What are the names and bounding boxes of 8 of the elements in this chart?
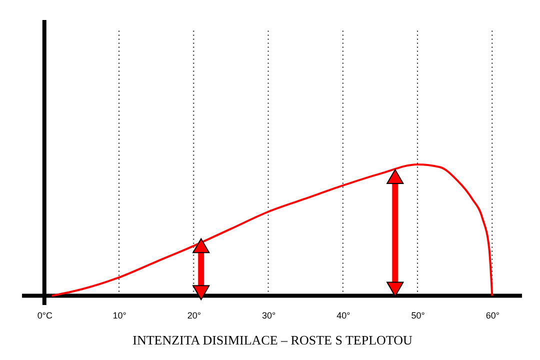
x-tick-label: 30°: [262, 310, 276, 320]
text: INTENZITA DISIMILACE – ROSTE S TEPLOTOU: [132, 332, 413, 348]
x-tick-label: 50°: [411, 310, 426, 320]
x-tick-label: 20°: [187, 310, 202, 320]
x-tick-label: 10°: [112, 310, 127, 320]
x-tick-label: 60°: [486, 310, 500, 320]
x-tick-label: 40°: [336, 310, 351, 320]
x-tick-label: 0°C: [37, 310, 53, 320]
